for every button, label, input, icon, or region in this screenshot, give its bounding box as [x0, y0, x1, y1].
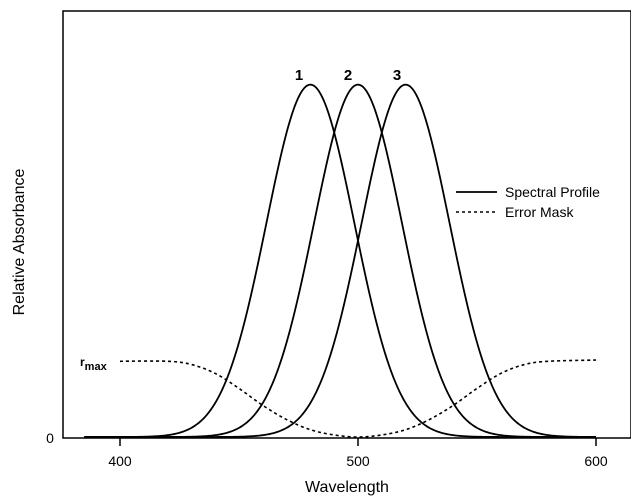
x-tick-label-400: 400 [108, 453, 132, 469]
x-tick-label-600: 600 [584, 453, 608, 469]
error-mask-curve [119, 359, 597, 438]
error-mask [119, 359, 597, 438]
rmax-subscript: max [85, 361, 108, 373]
chart-labels: Wavelength Relative Absorbance 0 1 2 3 r… [11, 67, 401, 496]
spectral-profile-curve-1 [84, 83, 596, 438]
x-tick-label-500: 500 [346, 453, 370, 469]
spectral-curves [84, 83, 596, 438]
legend-label-spectral-profile: Spectral Profile [505, 184, 600, 200]
peak-label-3: 3 [393, 67, 401, 84]
rmax-label: rmax [80, 355, 108, 373]
x-axis-title: Wavelength [305, 479, 389, 496]
rmax-main: r [80, 355, 85, 369]
spectral-profile-curve-2 [84, 83, 596, 438]
spectral-profile-curve-3 [84, 83, 596, 438]
peak-label-2: 2 [344, 67, 352, 84]
x-axis-ticks: 400 500 600 [108, 438, 608, 469]
y-axis-title: Relative Absorbance [11, 169, 28, 316]
legend-label-error-mask: Error Mask [505, 204, 574, 220]
y-tick-label-0: 0 [46, 430, 54, 446]
peak-label-1: 1 [295, 67, 303, 84]
plot-area-border [62, 10, 631, 439]
legend: Spectral Profile Error Mask [456, 184, 600, 220]
plot-frame [62, 10, 631, 439]
